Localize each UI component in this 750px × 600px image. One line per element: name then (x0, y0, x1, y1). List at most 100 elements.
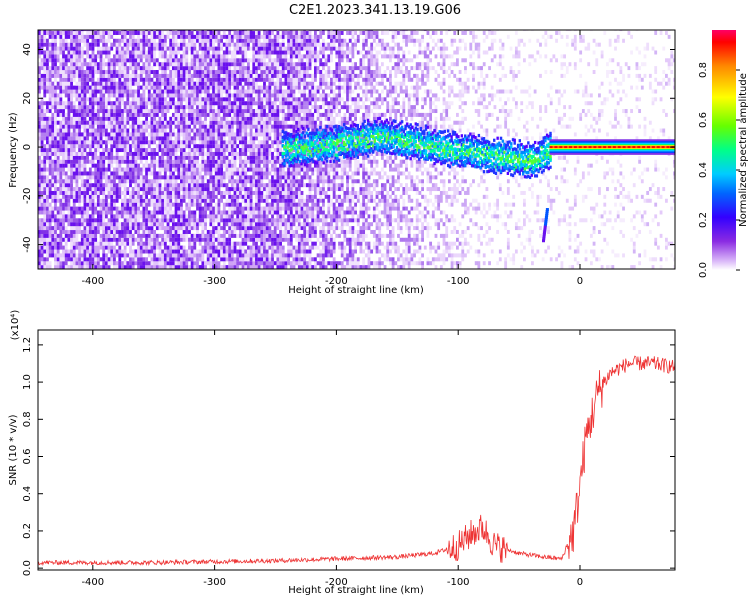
heat-cell (126, 179, 130, 184)
heat-cell (263, 257, 266, 262)
heat-cell (38, 30, 41, 32)
heat-cell (206, 183, 210, 188)
heat-cell (220, 46, 224, 51)
heat-cell (257, 124, 261, 129)
heat-cell (113, 30, 116, 35)
heat-cell (198, 265, 202, 269)
heat-cell (115, 93, 119, 98)
heat-cell (75, 124, 79, 129)
heat-cell (110, 226, 114, 231)
heat-cell (56, 233, 60, 238)
heat-cell (268, 81, 272, 86)
heat-cell (64, 257, 68, 262)
heat-cell (131, 101, 135, 106)
heat-cell (252, 151, 256, 156)
heat-cell (263, 120, 266, 125)
heat-cell (233, 144, 237, 149)
heat-cell (121, 46, 124, 51)
heat-cell (131, 261, 135, 266)
heat-cell (196, 50, 199, 55)
heat-cell (131, 30, 135, 35)
heat-cell (126, 116, 130, 121)
heat-cell (72, 116, 76, 121)
heat-cell (196, 218, 199, 223)
heat-cell (48, 34, 52, 39)
heat-cell (212, 50, 215, 55)
heat-cell (247, 66, 250, 71)
heat-cell (142, 124, 146, 129)
heat-cell (180, 261, 183, 266)
heat-cell (222, 140, 226, 145)
heat-cell (209, 97, 213, 102)
heat-cell (190, 163, 194, 168)
heat-cell (88, 89, 92, 94)
heat-cell (54, 46, 57, 51)
heat-cell (161, 38, 165, 43)
heat-cell (110, 132, 114, 137)
heat-cell (188, 81, 191, 86)
heat-cell (166, 210, 170, 215)
heat-cell (78, 97, 81, 102)
heat-cell (257, 222, 261, 227)
heat-cell (94, 81, 98, 86)
heat-cell (139, 30, 143, 35)
heat-cell (88, 85, 92, 90)
heat-cell (171, 187, 175, 192)
heat-cell (247, 190, 250, 195)
heat-cell (150, 202, 154, 207)
heat-cell (123, 136, 127, 141)
heat-cell (169, 249, 173, 254)
heat-cell (78, 69, 81, 74)
heat-cell (126, 155, 130, 160)
heat-cell (166, 237, 170, 242)
heat-cell (121, 175, 124, 180)
heat-cell (83, 38, 87, 43)
heat-cell (59, 101, 63, 106)
heat-cell (96, 34, 100, 39)
heat-cell (220, 241, 224, 246)
heat-cell (204, 105, 207, 110)
heat-cell (46, 140, 49, 145)
heat-cell (96, 171, 100, 176)
heat-cell (233, 89, 237, 94)
heat-cell (142, 66, 146, 71)
heat-cell (86, 77, 90, 82)
heat-cell (78, 73, 81, 78)
heat-cell (233, 233, 237, 238)
heat-cell (198, 214, 202, 219)
heat-cell (212, 229, 215, 234)
heat-cell (46, 206, 49, 211)
heat-cell (134, 155, 138, 160)
heat-cell (182, 171, 186, 176)
heat-cell (273, 66, 277, 71)
heat-cell (67, 155, 71, 160)
heat-cell (123, 187, 127, 192)
heat-cell (38, 226, 41, 231)
heat-cell (153, 202, 157, 207)
heat-cell (102, 116, 106, 121)
heat-cell (247, 265, 250, 269)
heat-cell (217, 30, 221, 32)
heat-cell (233, 155, 237, 160)
heat-cell (193, 198, 197, 203)
heat-cell (196, 112, 199, 117)
heat-cell (142, 233, 146, 238)
heat-cell (241, 30, 245, 32)
heat-cell (217, 140, 221, 145)
heat-cell (236, 97, 240, 102)
heat-cell (204, 194, 207, 199)
heat-cell (115, 175, 119, 180)
heat-cell (72, 226, 76, 231)
heat-cell (241, 46, 245, 51)
heat-cell (107, 66, 111, 71)
heat-cell (78, 140, 81, 145)
heat-cell (268, 89, 272, 94)
heat-cell (238, 222, 242, 227)
heat-cell (225, 187, 229, 192)
heat-cell (257, 58, 261, 63)
heat-cell (206, 187, 210, 192)
heat-cell (134, 89, 138, 94)
heat-cell (236, 183, 240, 188)
heat-cell (59, 46, 63, 51)
heat-cell (222, 163, 226, 168)
